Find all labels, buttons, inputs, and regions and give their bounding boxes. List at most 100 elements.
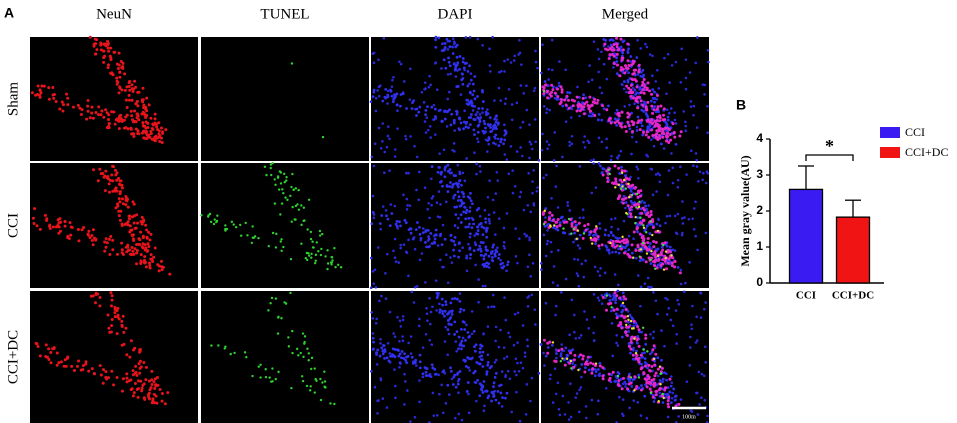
cell bbox=[579, 353, 583, 357]
cell bbox=[624, 206, 627, 210]
cell bbox=[567, 401, 570, 404]
cell bbox=[657, 400, 660, 403]
cell bbox=[667, 405, 671, 409]
cell bbox=[424, 131, 428, 134]
cell bbox=[466, 225, 470, 229]
cell bbox=[380, 214, 384, 217]
cell bbox=[559, 291, 563, 294]
cell bbox=[647, 248, 651, 252]
cell bbox=[457, 412, 461, 416]
cell bbox=[656, 254, 660, 258]
cell bbox=[581, 236, 585, 240]
cell bbox=[290, 185, 293, 189]
cell bbox=[144, 265, 148, 269]
cell bbox=[462, 66, 466, 70]
cell bbox=[513, 312, 517, 316]
cell bbox=[418, 379, 421, 382]
cell bbox=[270, 296, 274, 300]
cell bbox=[466, 381, 470, 384]
cell bbox=[285, 179, 288, 182]
cell bbox=[104, 375, 108, 379]
cell bbox=[111, 179, 115, 183]
cell bbox=[467, 242, 470, 246]
cell bbox=[515, 101, 519, 105]
cell bbox=[243, 351, 247, 354]
cell bbox=[461, 171, 465, 175]
cell bbox=[694, 152, 698, 155]
cell bbox=[303, 335, 307, 338]
cell bbox=[641, 103, 645, 107]
cell bbox=[133, 247, 137, 251]
cell bbox=[644, 105, 648, 109]
cell bbox=[668, 133, 672, 137]
cell bbox=[626, 80, 630, 84]
cell bbox=[469, 357, 473, 361]
cell bbox=[482, 131, 486, 135]
cell bbox=[626, 115, 630, 119]
cell bbox=[650, 365, 654, 369]
cell bbox=[481, 100, 485, 103]
cell bbox=[259, 363, 262, 366]
cell bbox=[642, 348, 645, 351]
cell bbox=[457, 377, 461, 381]
cell bbox=[493, 375, 497, 379]
cell bbox=[429, 310, 433, 314]
cell bbox=[505, 158, 509, 161]
cell bbox=[672, 387, 676, 391]
cell bbox=[107, 326, 111, 330]
cell bbox=[617, 247, 620, 251]
cell bbox=[591, 100, 595, 104]
cell bbox=[654, 173, 658, 176]
cell bbox=[542, 222, 546, 226]
cell bbox=[111, 164, 115, 168]
cell bbox=[477, 300, 480, 304]
cell bbox=[665, 267, 669, 271]
cell bbox=[623, 251, 627, 255]
cell bbox=[598, 86, 602, 89]
cell bbox=[628, 406, 631, 410]
cell bbox=[443, 42, 447, 45]
cell bbox=[481, 111, 484, 114]
cell bbox=[626, 320, 630, 324]
cell bbox=[509, 145, 513, 148]
cell bbox=[119, 209, 123, 213]
cell bbox=[376, 246, 380, 249]
cell bbox=[627, 64, 631, 68]
cell bbox=[392, 249, 395, 253]
cell bbox=[648, 242, 652, 245]
cell bbox=[646, 237, 650, 241]
cell bbox=[56, 224, 60, 228]
cell bbox=[605, 108, 609, 112]
cell bbox=[406, 389, 409, 392]
cell bbox=[491, 35, 494, 39]
cell bbox=[689, 335, 692, 339]
cell bbox=[458, 343, 462, 347]
cell bbox=[613, 291, 617, 295]
cell bbox=[689, 346, 692, 349]
cell bbox=[453, 224, 457, 228]
cell bbox=[531, 191, 534, 195]
cell bbox=[568, 91, 572, 95]
cell bbox=[481, 233, 485, 237]
cell bbox=[456, 61, 460, 65]
cell bbox=[479, 247, 482, 251]
cell bbox=[595, 101, 599, 105]
cell bbox=[39, 91, 43, 95]
cell bbox=[666, 399, 670, 403]
cell bbox=[638, 87, 642, 91]
micrograph bbox=[541, 163, 709, 288]
column-header: NeuN bbox=[96, 6, 132, 22]
cell bbox=[148, 266, 152, 270]
cell bbox=[479, 116, 483, 119]
cell bbox=[137, 237, 141, 241]
cell bbox=[641, 88, 645, 92]
cell bbox=[630, 327, 634, 330]
cell bbox=[120, 319, 124, 323]
cell bbox=[491, 255, 494, 259]
cell bbox=[623, 169, 627, 173]
cell bbox=[90, 111, 94, 115]
cell bbox=[589, 236, 592, 240]
cell bbox=[371, 317, 375, 320]
cell bbox=[596, 235, 600, 239]
